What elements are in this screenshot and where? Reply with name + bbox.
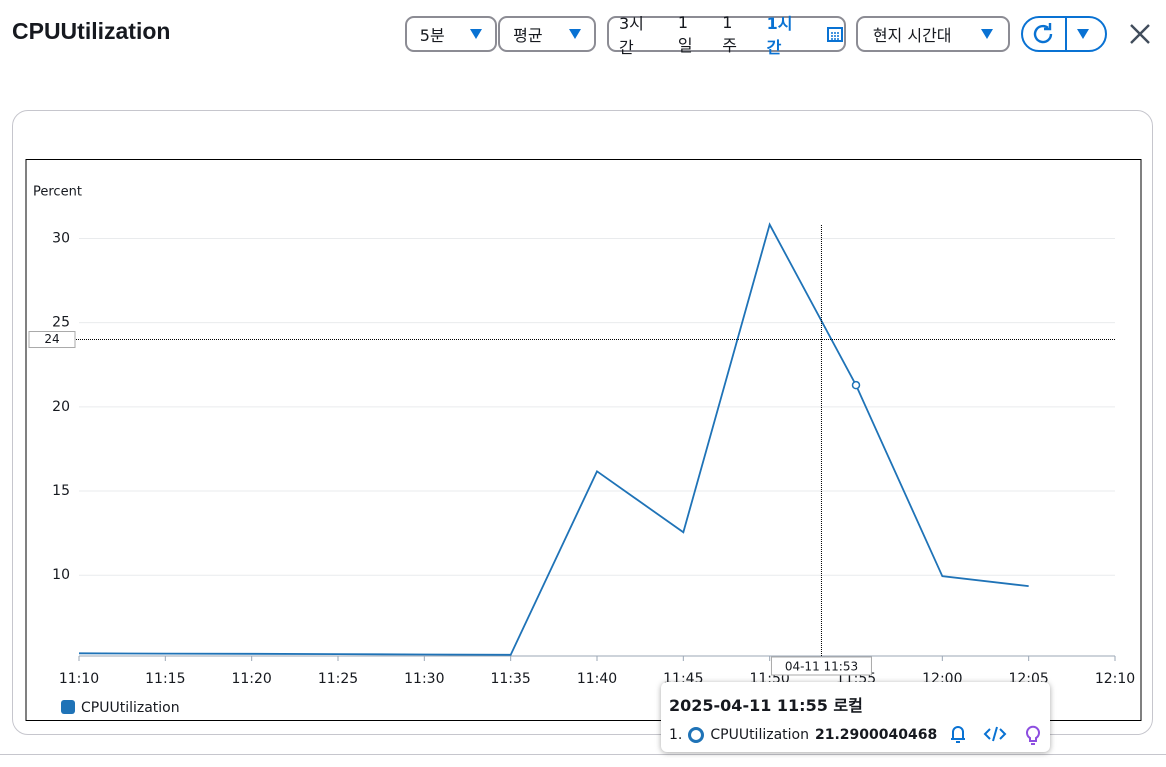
statistic: 평균 — [513, 26, 543, 45]
x-tick-label: 11:35 — [490, 671, 530, 687]
tooltip-index: 1. — [669, 727, 683, 743]
period-select[interactable]: 5분 — [405, 16, 497, 52]
x-tick-label: 11:15 — [145, 671, 185, 687]
x-tick-label: 12:10 — [1095, 671, 1135, 687]
tooltip: 2025-04-11 11:55 로컬 1. CPUUtilization 21… — [661, 682, 1050, 752]
timezone-select[interactable]: 현지 시간대 — [856, 16, 1010, 52]
tooltip-title: 2025-04-11 11:55 로컬 — [669, 696, 863, 715]
stat-select[interactable]: 평균 — [498, 16, 596, 52]
x-tick-label: 11:25 — [318, 671, 358, 687]
tooltip-series: CPUUtilization — [710, 727, 809, 743]
y-tick-label: 10 — [52, 567, 70, 583]
separator — [0, 754, 1166, 755]
tooltip-actions — [951, 725, 1040, 745]
range-option[interactable]: 1시간 — [766, 14, 793, 57]
tooltip-value: 21.2900040468 — [814, 727, 938, 743]
alarm-icon[interactable] — [951, 726, 965, 743]
caret — [981, 29, 994, 39]
range-option[interactable]: 3시간 — [619, 14, 644, 57]
y-tick-label: 25 — [52, 315, 70, 331]
refresh-group — [1021, 16, 1107, 52]
tooltip-row: 1. CPUUtilization 21.2900040468 — [669, 727, 937, 743]
legend-swatch — [61, 700, 75, 714]
calendar-icon[interactable] — [826, 25, 844, 43]
code-icon[interactable] — [983, 726, 1007, 742]
widget-title: CPUUtilization — [12, 18, 171, 44]
y-tick-label: 20 — [52, 399, 70, 415]
refresh-button[interactable] — [1023, 18, 1065, 50]
range-option[interactable]: 1일 — [677, 12, 693, 55]
chart-frame — [25, 159, 1142, 721]
x-tick-label: 11:30 — [404, 671, 444, 687]
range-option[interactable]: 1주 — [722, 12, 737, 55]
tooltip-swatch — [688, 727, 705, 743]
legend-label: CPUUtilization — [81, 700, 180, 716]
y-axis-label: Percent — [33, 185, 82, 200]
y-tick-label: 15 — [52, 483, 70, 499]
period: 5분 — [419, 26, 445, 45]
series-line — [78, 222, 1029, 656]
timezone: 현지 시간대 — [872, 26, 952, 45]
x-tick-label: 11:40 — [577, 671, 617, 687]
widget-card — [12, 110, 1153, 735]
refresh-caret[interactable] — [1077, 29, 1089, 39]
crosshair-x-box — [770, 656, 872, 676]
caret — [470, 29, 483, 39]
x-tick-label: 11:10 — [59, 671, 99, 687]
caret — [568, 29, 581, 39]
insight-icon[interactable] — [1026, 725, 1040, 745]
close-button[interactable] — [1128, 22, 1152, 46]
crosshair-x-label: 04-11 11:53 — [785, 660, 858, 674]
range-group: 3시간 1일 1주 1시간 — [607, 13, 846, 57]
crosshair-y-box — [28, 331, 76, 349]
y-tick-label: 30 — [52, 231, 70, 247]
x-tick-label: 11:20 — [231, 671, 271, 687]
crosshair-y-label: 24 — [44, 332, 59, 346]
hover-point — [851, 380, 861, 390]
